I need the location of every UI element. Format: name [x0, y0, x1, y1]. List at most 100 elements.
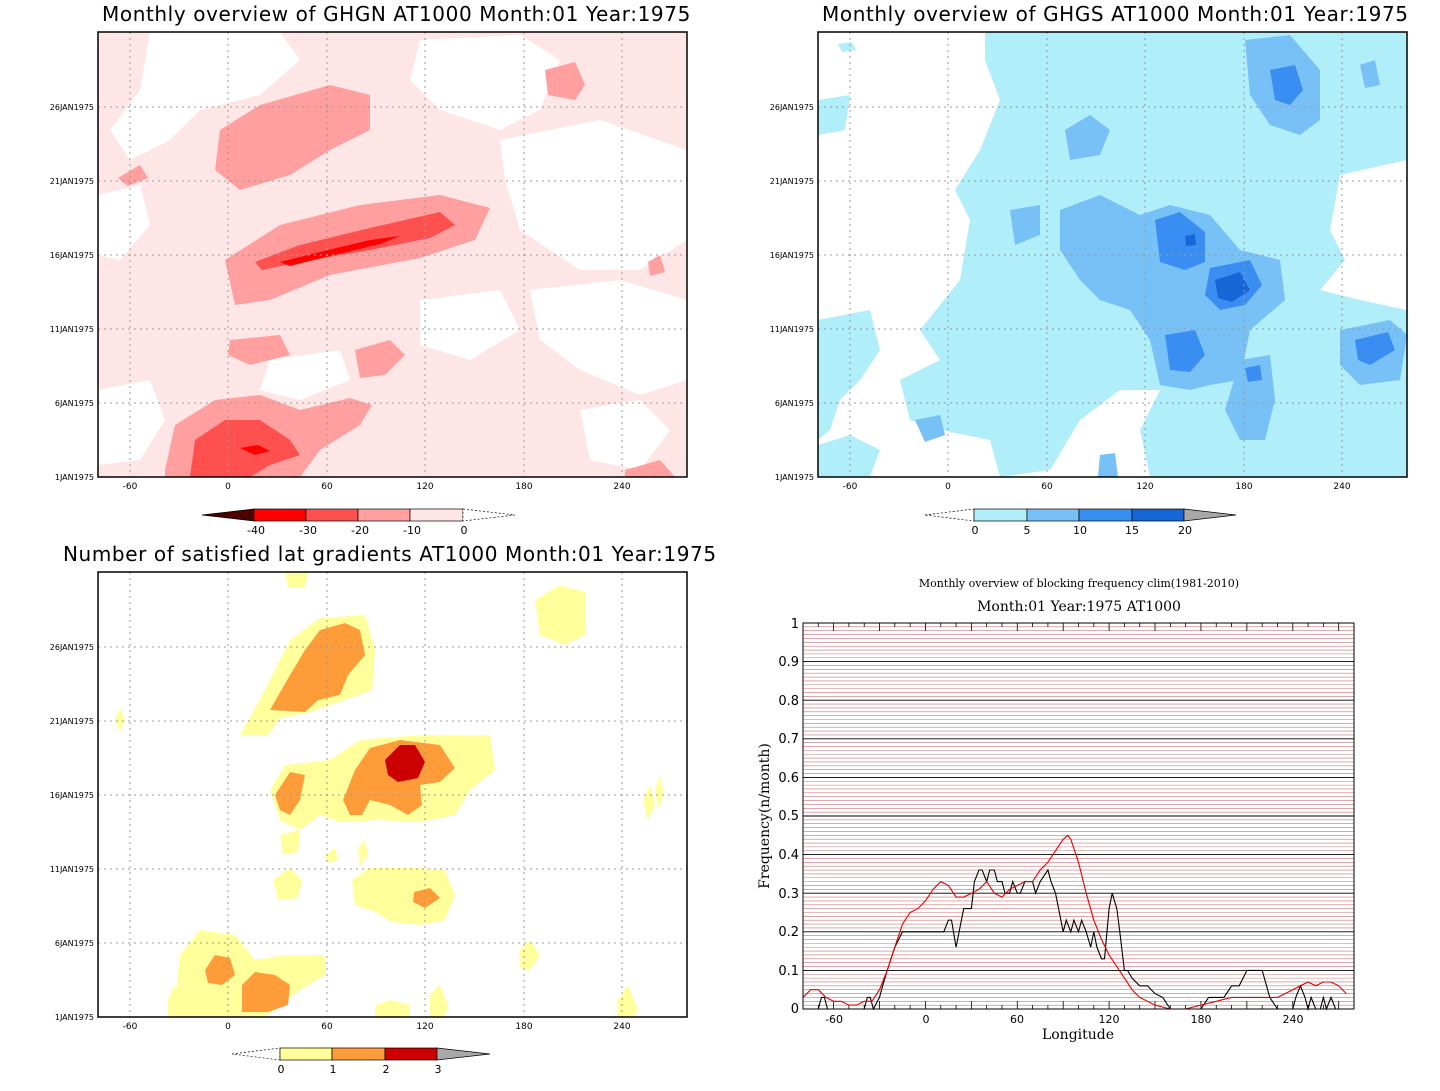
ghgs-x-tick: 180 [1235, 482, 1252, 492]
nsat-colorbar-label: 2 [383, 1063, 390, 1076]
ghgs-frame [817, 31, 1408, 478]
ghgn-y-ticks: 1JAN1975 6JAN1975 11JAN1975 16JAN1975 21… [50, 103, 94, 482]
nsat-colorbar-label: 1 [330, 1063, 337, 1076]
ghgs-y-ticks: 1JAN1975 6JAN1975 11JAN1975 16JAN1975 21… [770, 103, 814, 482]
freq-x-tick: 180 [1191, 1013, 1212, 1026]
ghgn-colorbar-label: -40 [247, 524, 265, 537]
ghgs-y-tick: 21JAN1975 [770, 177, 814, 186]
freq-y-tick: 0.9 [778, 655, 799, 670]
ghgn-colorbar-label: -30 [299, 524, 317, 537]
freq-y-tick: 0.8 [778, 694, 799, 709]
nsat-y-tick: 11JAN1975 [50, 865, 94, 874]
ghgn-colorbar: -40 -30 -20 -10 0 [201, 508, 516, 537]
ghgs-x-tick: 120 [1136, 482, 1153, 492]
ghgn-x-tick: 240 [613, 482, 630, 492]
ghgn-y-tick: 6JAN1975 [55, 399, 94, 408]
nsat-y-tick: 6JAN1975 [55, 939, 94, 948]
freq-x-tick: 60 [1010, 1013, 1024, 1026]
ghgs-x-tick: 0 [945, 482, 951, 492]
nsat-x-ticks: -60 0 60 120 180 240 [123, 1022, 631, 1032]
ghgs-colorbar-label: 10 [1073, 524, 1087, 537]
ghgn-x-tick: 0 [225, 482, 231, 492]
freq-xlabel: Longitude [1042, 1027, 1114, 1043]
ghgn-x-tick: 60 [321, 482, 333, 492]
nsat-gridlines [98, 572, 687, 1017]
freq-subtitle: Month:01 Year:1975 AT1000 [977, 599, 1181, 615]
freq-y-tick: 0.4 [778, 848, 799, 863]
nsat-title: Number of satisfied lat gradients AT1000… [63, 542, 717, 566]
ghgn-y-tick: 16JAN1975 [50, 251, 94, 260]
freq-minor-grid [803, 626, 1354, 1006]
ghgs-x-ticks: -60 0 60 120 180 240 [843, 482, 1351, 492]
freq-red-line [802, 834, 1347, 1010]
ghgn-x-tick: 120 [416, 482, 433, 492]
freq-y-tick: 0.1 [778, 964, 799, 979]
nsat-y-tick: 16JAN1975 [50, 791, 94, 800]
nsat-colorbar: 0 1 2 3 [231, 1047, 491, 1076]
freq-x-tick: -60 [825, 1013, 843, 1026]
freq-y-tick: 0.7 [778, 732, 799, 747]
freq-y-tick: 0.5 [778, 809, 799, 824]
ghgs-colorbar-label: 5 [1024, 524, 1031, 537]
ghgs-y-tick: 11JAN1975 [770, 325, 814, 334]
freq-frame [802, 622, 1355, 1010]
ghgs-y-tick: 6JAN1975 [775, 399, 814, 408]
freq-x-tick: 120 [1099, 1013, 1120, 1026]
ghgn-plot: -60 0 60 120 180 240 1JAN1975 6JAN1975 1… [50, 31, 688, 537]
nsat-plot: -60 0 60 120 180 240 1JAN1975 6JAN1975 1… [50, 571, 688, 1076]
freq-black-line [803, 868, 1339, 1012]
nsat-y-tick: 26JAN1975 [50, 643, 94, 652]
freq-ylabel: Frequency(n/month) [757, 743, 773, 889]
nsat-x-tick: 120 [416, 1022, 433, 1032]
ghgs-colorbar-label: 20 [1178, 524, 1192, 537]
nsat-x-tick: 0 [225, 1022, 231, 1032]
ghgn-y-tick: 11JAN1975 [50, 325, 94, 334]
freq-y-tick: 0 [791, 1002, 799, 1017]
freq-title: Monthly overview of blocking frequency c… [919, 577, 1239, 590]
freq-x-tick: 0 [923, 1013, 930, 1026]
nsat-y-ticks: 1JAN1975 6JAN1975 11JAN1975 16JAN1975 21… [50, 643, 94, 1022]
ghgs-x-tick: 60 [1041, 482, 1053, 492]
ghgs-title: Monthly overview of GHGS AT1000 Month:01… [822, 2, 1409, 26]
freq-y-tick: 0.2 [778, 925, 799, 940]
freq-x-tick: 240 [1283, 1013, 1304, 1026]
ghgs-x-tick: -60 [843, 482, 858, 492]
ghgs-colorbar-label: 15 [1125, 524, 1139, 537]
freq-x-ticks: -60 0 60 120 180 240 [825, 1013, 1303, 1026]
ghgn-x-ticks: -60 0 60 120 180 240 [123, 482, 631, 492]
ghgn-y-tick: 26JAN1975 [50, 103, 94, 112]
ghgn-title: Monthly overview of GHGN AT1000 Month:01… [102, 2, 691, 26]
ghgs-x-tick: 240 [1333, 482, 1350, 492]
ghgn-frame [97, 31, 688, 478]
ghgs-plot: -60 0 60 120 180 240 1JAN1975 6JAN1975 1… [770, 31, 1408, 537]
nsat-y-tick: 1JAN1975 [55, 1013, 94, 1022]
nsat-x-tick: -60 [123, 1022, 138, 1032]
nsat-colorbar-label: 0 [278, 1063, 285, 1076]
ghgs-colorbar: 0 5 10 15 20 [924, 508, 1237, 537]
ghgs-colorbar-label: 0 [972, 524, 979, 537]
ghgn-y-tick: 1JAN1975 [55, 473, 94, 482]
nsat-x-tick: 240 [613, 1022, 630, 1032]
freq-y-tick: 0.3 [778, 887, 799, 902]
nsat-x-tick: 60 [321, 1022, 333, 1032]
nsat-frame [97, 571, 688, 1018]
freq-y-tick: 1 [791, 617, 799, 632]
nsat-colorbar-label: 3 [435, 1063, 442, 1076]
freq-series [802, 834, 1347, 1012]
ghgs-y-tick: 26JAN1975 [770, 103, 814, 112]
nsat-y-tick: 21JAN1975 [50, 717, 94, 726]
ghgs-y-tick: 1JAN1975 [775, 473, 814, 482]
ghgn-colorbar-label: 0 [461, 524, 468, 537]
ghgn-colorbar-label: -20 [351, 524, 369, 537]
ghgs-y-tick: 16JAN1975 [770, 251, 814, 260]
freq-y-ticks: 0 0.1 0.2 0.3 0.4 0.5 0.6 0.7 0.8 0.9 1 [778, 617, 799, 1017]
ghgs-gridlines [818, 32, 1407, 477]
freq-plot: Monthly overview of blocking frequency c… [757, 577, 1355, 1043]
ghgn-y-tick: 21JAN1975 [50, 177, 94, 186]
freq-y-tick: 0.6 [778, 771, 799, 786]
ghgn-x-tick: 180 [515, 482, 532, 492]
nsat-x-tick: 180 [515, 1022, 532, 1032]
ghgn-gridlines [98, 32, 687, 477]
ghgn-colorbar-label: -10 [403, 524, 421, 537]
ghgn-x-tick: -60 [123, 482, 138, 492]
